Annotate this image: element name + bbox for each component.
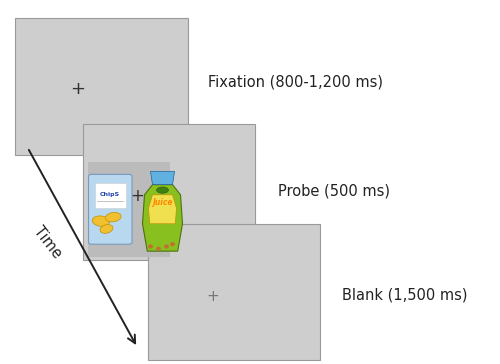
Text: Fixation (800-1,200 ms): Fixation (800-1,200 ms) — [208, 74, 382, 90]
Polygon shape — [148, 195, 176, 224]
Text: Blank (1,500 ms): Blank (1,500 ms) — [342, 287, 468, 302]
FancyBboxPatch shape — [148, 224, 320, 360]
FancyBboxPatch shape — [88, 162, 170, 257]
Ellipse shape — [156, 247, 161, 251]
Polygon shape — [142, 185, 182, 251]
FancyBboxPatch shape — [15, 18, 188, 155]
Polygon shape — [150, 171, 174, 185]
Ellipse shape — [92, 216, 110, 226]
Text: +: + — [70, 80, 85, 98]
Text: Probe (500 ms): Probe (500 ms) — [278, 183, 390, 199]
FancyBboxPatch shape — [94, 183, 126, 208]
FancyBboxPatch shape — [88, 174, 132, 244]
FancyBboxPatch shape — [82, 124, 255, 260]
Ellipse shape — [148, 244, 153, 249]
Ellipse shape — [106, 213, 121, 222]
Text: +: + — [206, 289, 219, 304]
Ellipse shape — [100, 225, 113, 233]
Text: +: + — [130, 187, 144, 205]
Ellipse shape — [156, 187, 168, 193]
Text: Time: Time — [30, 223, 64, 261]
Text: Juice: Juice — [152, 198, 173, 207]
Ellipse shape — [170, 242, 175, 246]
Text: ChipS: ChipS — [100, 193, 120, 197]
Ellipse shape — [164, 244, 169, 249]
